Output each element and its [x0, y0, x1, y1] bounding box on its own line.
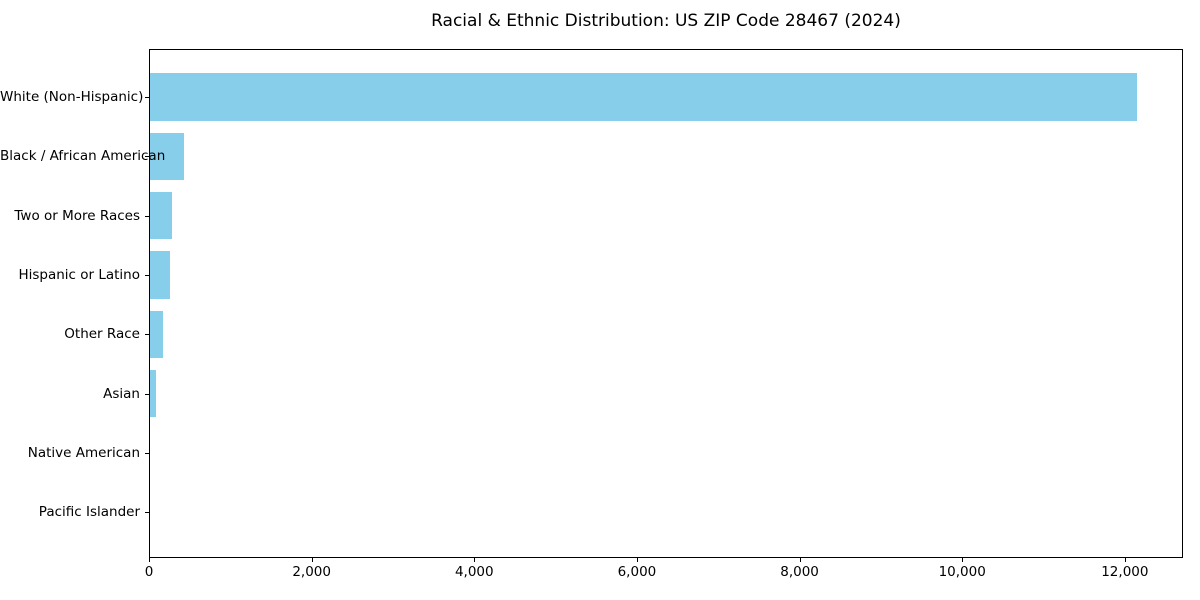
x-axis-tick [962, 558, 964, 562]
y-axis-tick [145, 334, 149, 336]
y-axis-tick [145, 452, 149, 454]
plot-area [149, 49, 1183, 558]
y-axis-tick [145, 512, 149, 514]
y-axis-tick [145, 156, 149, 158]
x-axis-tick-label: 10,000 [938, 564, 986, 580]
y-axis-category-label: Other Race [64, 326, 140, 343]
y-axis-category-label: White (Non-Hispanic) [0, 89, 144, 105]
bar [150, 251, 170, 299]
x-axis-tick-label: 2,000 [292, 564, 331, 580]
y-axis-category-label: Pacific Islander [38, 504, 140, 521]
x-axis-tick [636, 558, 638, 562]
x-axis-tick-label: 12,000 [1101, 564, 1149, 580]
bar [150, 73, 1138, 121]
y-axis-tick [145, 97, 149, 98]
x-axis-tick-label: 8,000 [780, 564, 819, 580]
x-axis-tick-label: 4,000 [454, 564, 494, 580]
bar [150, 369, 156, 418]
x-axis-tick [474, 558, 476, 562]
x-axis-tick [149, 558, 150, 562]
chart-title: Racial & Ethnic Distribution: US ZIP Cod… [431, 11, 901, 31]
x-axis-tick [1124, 558, 1126, 562]
y-axis-tick [145, 215, 149, 217]
y-axis-category-label: Black / African American [0, 148, 166, 165]
x-axis-tick [799, 558, 801, 562]
y-axis-tick [145, 274, 149, 276]
x-axis-tick-label: 6,000 [617, 564, 657, 580]
bar [150, 132, 185, 181]
x-axis-tick [311, 558, 313, 562]
bar [150, 191, 172, 240]
y-axis-category-label: Hispanic or Latino [18, 266, 140, 283]
y-axis-category-label: Native American [27, 444, 140, 461]
bar [150, 310, 163, 359]
y-axis-category-label: Two or More Races [14, 207, 140, 224]
y-axis-tick [145, 393, 149, 395]
y-axis-category-label: Asian [103, 385, 140, 402]
x-axis-tick-label: 0 [144, 564, 154, 580]
